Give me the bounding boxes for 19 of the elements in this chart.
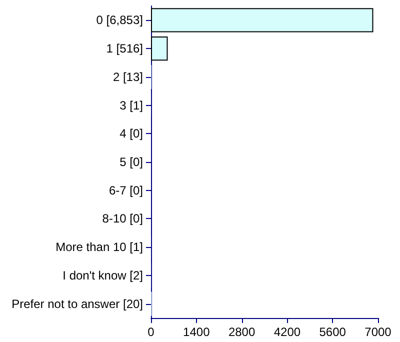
y-tick-label: 1 [516]	[106, 42, 143, 56]
y-tick-label: 0 [6,853]	[96, 13, 143, 28]
y-tick-label: 3 [1]	[120, 98, 143, 112]
y-tick-label: More than 10 [1]	[56, 240, 143, 254]
y-tick-label: 8-10 [0]	[102, 212, 143, 226]
y-tick-label: 2 [13]	[112, 70, 143, 84]
y-tick-label: I don't know [2]	[62, 268, 143, 282]
y-tick-label: 6-7 [0]	[108, 183, 143, 198]
y-tick-label: 5 [0]	[120, 155, 143, 169]
x-tick-label: 4200	[274, 325, 301, 339]
x-tick-label: 2800	[228, 325, 256, 339]
x-tick-label: 1400	[183, 325, 210, 339]
x-tick-label: 5600	[319, 325, 346, 339]
y-tick-label: Prefer not to answer [20]	[12, 296, 143, 311]
x-tick-label: 0	[148, 325, 155, 339]
bar	[151, 36, 168, 61]
bar	[151, 8, 374, 32]
y-tick-label: 4 [0]	[120, 126, 143, 141]
x-tick-label: 7000	[364, 325, 392, 339]
